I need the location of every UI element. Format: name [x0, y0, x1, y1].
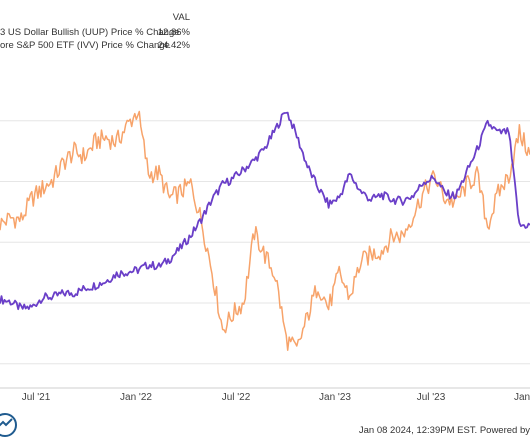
- ycharts-logo-icon: [0, 413, 17, 437]
- x-tick-label: Jul '22: [221, 392, 251, 403]
- legend-value-uup: 12.86%: [157, 27, 190, 38]
- x-tick-label: Jul '23: [416, 392, 446, 403]
- legend-label-uup: 3 US Dollar Bullish (UUP) Price % Change: [0, 27, 180, 38]
- series-line-uup: [0, 111, 530, 311]
- legend-label-ivv: ore S&P 500 ETF (IVV) Price % Change: [0, 40, 170, 51]
- footer-attribution: Jan 08 2024, 12:39PM EST. Powered by: [358, 425, 530, 436]
- legend-value-ivv: 24.42%: [157, 40, 190, 51]
- series-line-ivv: [0, 110, 530, 351]
- legend-header: VAL: [172, 12, 190, 23]
- x-tick-label: Jul '21: [21, 392, 51, 403]
- x-tick-label: Jan '22: [120, 392, 152, 403]
- x-tick-label: Jan: [513, 392, 530, 403]
- chart-series-layer: [0, 110, 530, 351]
- chart-gridlines: [0, 120, 530, 389]
- x-tick-label: Jan '23: [319, 392, 351, 403]
